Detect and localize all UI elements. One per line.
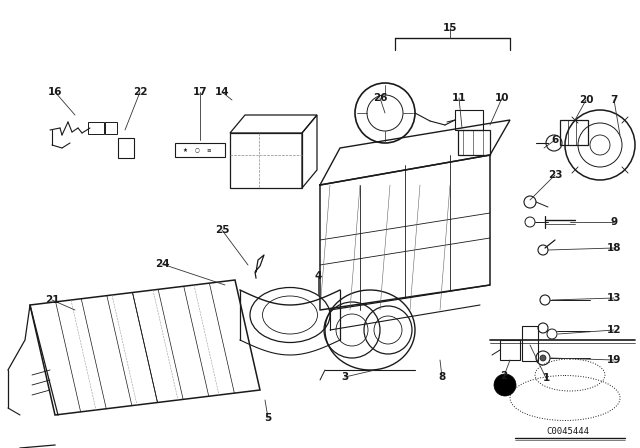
Text: 9: 9 [611, 217, 618, 227]
Text: 10: 10 [495, 93, 509, 103]
Text: 25: 25 [215, 225, 229, 235]
Text: 26: 26 [372, 93, 387, 103]
Text: 18: 18 [607, 243, 621, 253]
Bar [522, 326, 538, 361]
Text: 22: 22 [132, 87, 147, 97]
Text: 4: 4 [314, 271, 322, 281]
Text: 2: 2 [500, 371, 508, 381]
Text: 19: 19 [607, 355, 621, 365]
Text: 1: 1 [542, 373, 550, 383]
Text: 8: 8 [438, 372, 445, 382]
Circle shape [494, 374, 516, 396]
Bar [88, 122, 104, 134]
Text: 20: 20 [579, 95, 593, 105]
Text: 3: 3 [341, 372, 349, 382]
Text: ○: ○ [195, 147, 200, 152]
Bar [560, 120, 588, 145]
Text: 16: 16 [48, 87, 62, 97]
Text: 17: 17 [193, 87, 207, 97]
Text: 15: 15 [443, 23, 457, 33]
Text: 7: 7 [611, 95, 618, 105]
Text: C0045444: C0045444 [547, 427, 589, 436]
Text: 6: 6 [552, 135, 559, 145]
Text: 5: 5 [264, 413, 271, 423]
Circle shape [540, 355, 546, 361]
Text: ★: ★ [182, 147, 188, 152]
Text: 24: 24 [155, 259, 170, 269]
Text: 23: 23 [548, 170, 563, 180]
Text: ≡: ≡ [207, 147, 211, 152]
Bar [175, 143, 225, 157]
Text: 13: 13 [607, 293, 621, 303]
Bar [105, 122, 117, 134]
Bar [118, 138, 134, 158]
Text: 12: 12 [607, 325, 621, 335]
Text: 11: 11 [452, 93, 467, 103]
Text: 14: 14 [214, 87, 229, 97]
Bar [500, 340, 520, 360]
Text: 21: 21 [45, 295, 60, 305]
